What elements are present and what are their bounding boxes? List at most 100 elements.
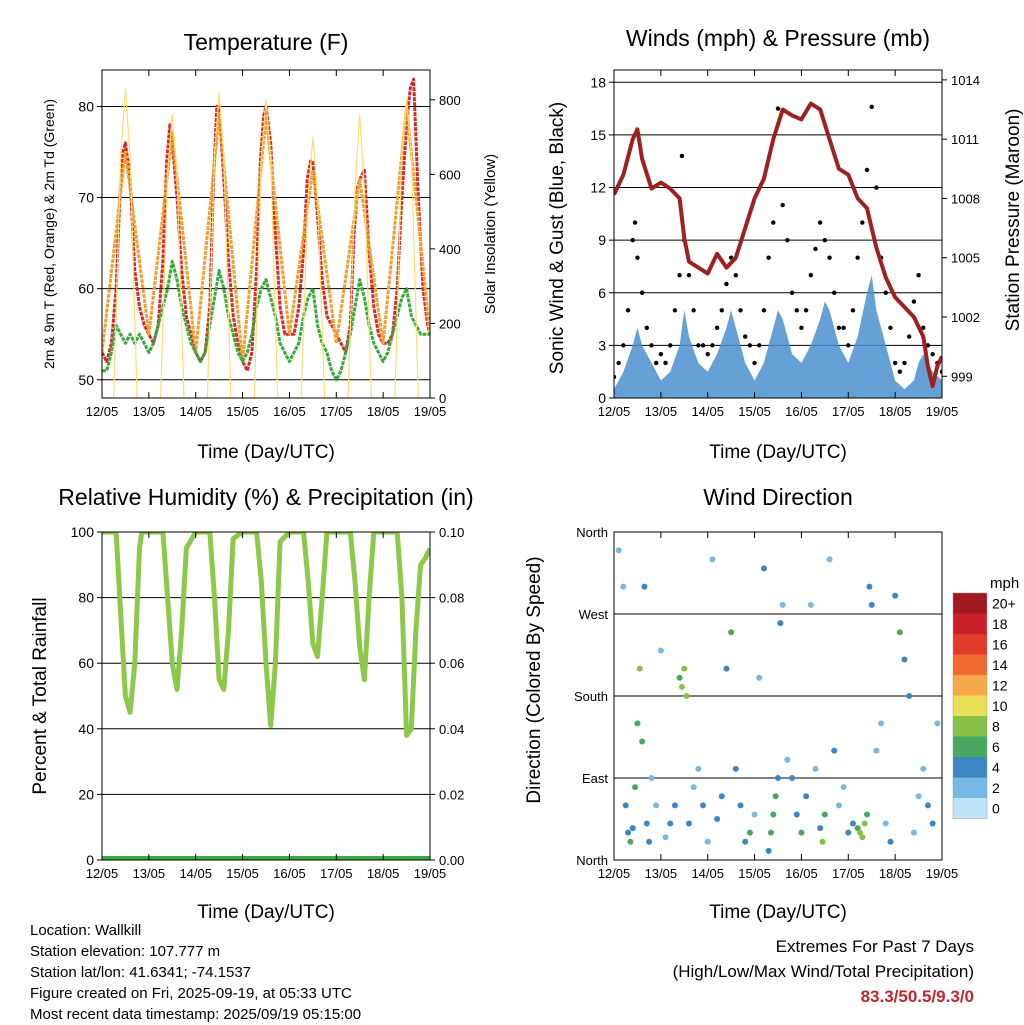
gust-point: [614, 374, 617, 380]
direction-point: [779, 601, 786, 608]
y-tick-label: 50: [78, 372, 94, 388]
y-tick-label: East: [582, 771, 608, 786]
x-tick-label: 17/05: [832, 866, 865, 881]
gust-point: [789, 290, 795, 295]
direction-point: [892, 592, 899, 599]
figure-created: Figure created on Fri, 2025-09-19, at 05…: [30, 985, 352, 1002]
temperature-plot-frame: [101, 69, 431, 399]
gust-point: [766, 255, 771, 260]
y-tick-label: 0: [86, 852, 94, 868]
y-right-tick-label: 1002: [951, 310, 980, 325]
x-tick-label: 12/05: [598, 404, 631, 419]
x-tick-label: 18/05: [367, 866, 400, 881]
direction-point: [798, 829, 805, 836]
gust-point: [869, 104, 874, 110]
x-tick-label: 12/05: [598, 866, 631, 881]
direction-point: [622, 802, 629, 809]
direction-point: [639, 738, 646, 745]
direction-point: [789, 775, 796, 781]
colorbar-label: 10: [992, 698, 1008, 714]
temperature-y-label-right: Solar Insolation (Yellow): [482, 154, 499, 314]
x-tick-label: 13/05: [645, 866, 678, 881]
y-tick-label: 20: [78, 786, 94, 802]
y-tick-label: 6: [598, 285, 606, 301]
y-tick-label: 18: [590, 74, 606, 90]
x-tick-label: 14/05: [179, 404, 212, 419]
colorbar-label: 2: [992, 780, 1000, 796]
direction-point: [690, 784, 697, 791]
gust-point: [775, 106, 781, 111]
gust-point: [691, 308, 696, 313]
gust-point: [832, 290, 837, 295]
direction-point: [849, 820, 856, 827]
temperature-y-label-left: 2m & 9m T (Red, Orange) & 2m Td (Green): [41, 99, 57, 369]
direction-point: [793, 811, 800, 818]
direction-point: [784, 756, 791, 763]
y-right-tick-label: 800: [439, 93, 461, 108]
y-tick-label: North: [576, 853, 608, 868]
gust-point: [785, 237, 790, 243]
direction-point: [625, 829, 632, 836]
direction-point: [775, 775, 781, 781]
gust-point: [780, 202, 785, 208]
humidity-title: Relative Humidity (%) & Precipitation (i…: [58, 484, 473, 510]
humidity-plot-frame: [101, 531, 431, 861]
direction-point: [857, 829, 863, 836]
y-tick-label: 9: [598, 232, 606, 248]
direction-point: [882, 820, 889, 827]
gust-point: [822, 237, 828, 243]
gust-point: [632, 220, 638, 225]
y-right-tick-label: 0.04: [439, 722, 464, 737]
gust-point: [616, 360, 621, 366]
direction-point: [723, 665, 730, 672]
colorbar-label: 14: [992, 657, 1008, 673]
winds-title: Winds (mph) & Pressure (mb): [626, 25, 930, 51]
direction-y-label-left: Direction (Colored By Speed): [524, 556, 545, 803]
direction-point: [929, 820, 936, 827]
direction-point: [732, 765, 739, 772]
y-tick-label: 40: [78, 721, 94, 737]
gust-point: [897, 369, 903, 374]
9m-t-series: [102, 104, 430, 364]
colorbar-label: 20+: [992, 595, 1016, 611]
y-right-tick-label: 1005: [951, 251, 980, 266]
direction-point: [772, 793, 779, 800]
x-tick-label: 12/05: [86, 866, 119, 881]
colorbar-swatch: [953, 757, 987, 778]
direction-point: [756, 674, 763, 681]
direction-series: [615, 547, 941, 854]
colorbar-label: 8: [992, 718, 1000, 734]
direction-point: [636, 665, 643, 672]
gust-point: [855, 255, 860, 260]
y-tick-label: 60: [78, 281, 94, 297]
colorbar-swatch: [953, 798, 987, 819]
direction-point: [803, 793, 810, 800]
gust-point: [668, 343, 673, 348]
gust-point: [888, 325, 893, 331]
direction-point: [641, 583, 648, 590]
colorbar-swatch: [953, 613, 987, 634]
direction-title: Wind Direction: [703, 484, 853, 510]
winds-panel: 0 3 6 9 12 15 18 999 1002 1005 1008 1011 1014 12/05 13…: [547, 25, 1024, 463]
winds-x-label: Time (Day/UTC): [709, 442, 847, 463]
gust-point: [630, 237, 635, 243]
y-tick-label: North: [576, 525, 608, 540]
y-right-tick-label: 200: [439, 316, 461, 331]
x-tick-label: 16/05: [273, 404, 306, 419]
winds-y-label-right: Station Pressure (Maroon): [1003, 109, 1024, 332]
gust-point: [930, 351, 935, 357]
gust-point: [714, 325, 720, 331]
series-group: [102, 77, 430, 398]
y-right-tick-label: 999: [951, 369, 973, 384]
y-tick-label: 80: [78, 590, 94, 606]
gust-point: [696, 343, 701, 348]
x-tick-label: 13/05: [133, 866, 166, 881]
x-tick-label: 13/05: [645, 404, 678, 419]
colorbar-outline: [952, 592, 988, 819]
direction-point: [700, 802, 707, 809]
x-tick-label: 18/05: [879, 404, 912, 419]
humidity-y-label-left: Percent & Total Rainfall: [30, 597, 51, 794]
